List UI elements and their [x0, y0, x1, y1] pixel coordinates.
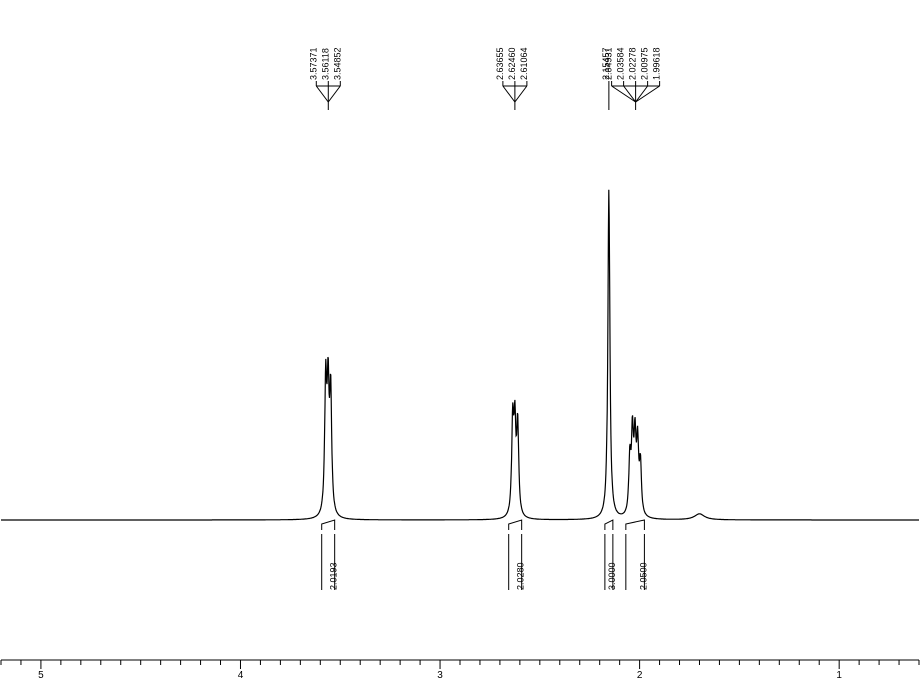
xaxis-tick-label: 5 — [38, 670, 44, 681]
spectrum-trace — [1, 190, 919, 520]
integral-label: 2.0193 — [329, 562, 339, 590]
peak-ppm-label: 2.61064 — [519, 47, 529, 80]
xaxis-tick-label: 2 — [637, 670, 643, 681]
integral-label: 2.0280 — [516, 562, 526, 590]
peak-ppm-label: 2.62460 — [507, 47, 517, 80]
peak-ppm-label: 2.04931 — [604, 47, 614, 80]
peak-ppm-label: 2.63655 — [495, 47, 505, 80]
nmr-spectrum-svg: 5 4 3 2 1 3.573713.561183.54852 2.636552.62460… — [0, 0, 920, 690]
peak-ppm-label: 2.00975 — [640, 47, 650, 80]
peak-ppm-label: 2.03584 — [616, 47, 626, 80]
integral-label: 3.0000 — [607, 562, 617, 590]
xaxis-tick-label: 3 — [437, 670, 443, 681]
xaxis-tick-label: 1 — [836, 670, 842, 681]
peak-ppm-label: 3.57371 — [308, 47, 318, 80]
peak-ppm-label: 3.54852 — [332, 47, 342, 80]
peak-ppm-label: 3.56118 — [320, 48, 330, 80]
xaxis-tick-label: 4 — [238, 670, 244, 681]
peak-ppm-label: 2.02278 — [628, 47, 638, 80]
integral-label: 2.0500 — [638, 562, 648, 590]
nmr-spectrum-container: 5 4 3 2 1 3.573713.561183.54852 2.636552.62460… — [0, 0, 920, 690]
peak-ppm-label: 1.99618 — [652, 47, 662, 80]
